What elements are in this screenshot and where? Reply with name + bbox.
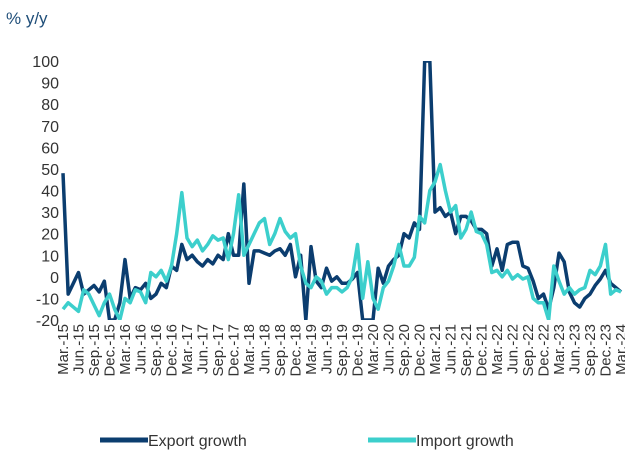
x-tick-label: Dec.-18 <box>288 324 305 377</box>
x-tick-label: Sep.-23 <box>582 324 599 377</box>
x-tick-label: Jun.-21 <box>443 324 460 374</box>
x-tick-label: Jun.-23 <box>567 324 584 374</box>
y-axis-label: % y/y <box>6 9 48 28</box>
y-tick-label: 60 <box>41 140 59 157</box>
series-line <box>61 61 623 320</box>
x-tick-label: Dec.-15 <box>102 324 119 377</box>
x-tick-label: Mar.-19 <box>303 324 320 375</box>
x-tick-label: Dec.-23 <box>598 324 615 377</box>
x-tick-label: Jun.-19 <box>319 324 336 374</box>
x-tick-label: Sep.-17 <box>210 324 227 377</box>
x-tick-label: Mar.-21 <box>427 324 444 375</box>
x-tick-label: Mar.-17 <box>179 324 196 375</box>
x-tick-label: Jun.-16 <box>133 324 150 374</box>
x-tick-label: Dec.-19 <box>350 324 367 377</box>
y-tick-label: 100 <box>32 54 59 71</box>
x-tick-label: Jun.-17 <box>195 324 212 374</box>
x-tick-label: Sep.-20 <box>396 324 413 377</box>
y-tick-label: 30 <box>41 205 59 222</box>
series-line <box>61 162 622 320</box>
y-tick-label: 40 <box>41 184 59 201</box>
x-tick-label: Sep.-21 <box>458 324 475 377</box>
x-tick-label: Jun.-22 <box>505 324 522 374</box>
y-tick-label: 90 <box>41 76 59 93</box>
x-tick-label: Mar.-23 <box>551 324 568 375</box>
x-tick-label: Sep.-19 <box>334 324 351 377</box>
y-tick-label: -20 <box>36 313 59 330</box>
x-tick-label: Sep.-16 <box>148 324 165 377</box>
y-tick-label: 0 <box>50 270 59 287</box>
x-tick-label: Sep.-15 <box>86 324 103 377</box>
x-tick-label: Dec.-22 <box>536 324 553 377</box>
x-tick-label: Mar.-16 <box>117 324 134 375</box>
x-tick-label: Mar.-15 <box>55 324 72 375</box>
x-tick-label: Sep.-18 <box>272 324 289 377</box>
x-tick-label: Dec.-21 <box>474 324 491 377</box>
legend-label: Import growth <box>416 433 514 450</box>
y-tick-label: 80 <box>41 97 59 114</box>
x-tick-label: Sep.-22 <box>520 324 537 377</box>
x-tick-label: Mar.-24 <box>613 324 625 375</box>
y-tick-label: 50 <box>41 162 59 179</box>
x-tick-label: Dec.-16 <box>164 324 181 377</box>
x-tick-label: Jun.-18 <box>257 324 274 374</box>
legend-label: Export growth <box>148 433 247 450</box>
y-tick-label: 70 <box>41 119 59 136</box>
x-tick-label: Jun.-20 <box>381 324 398 374</box>
y-tick-label: 20 <box>41 227 59 244</box>
x-tick-label: Dec.-17 <box>226 324 243 377</box>
x-tick-label: Mar.-18 <box>241 324 258 375</box>
y-tick-label: 10 <box>41 248 59 265</box>
x-tick-label: Mar.-22 <box>489 324 506 375</box>
x-tick-label: Dec.-20 <box>412 324 429 377</box>
x-tick-label: Jun.-15 <box>71 324 88 374</box>
x-tick-label: Mar.-20 <box>365 324 382 375</box>
y-tick-label: -10 <box>36 291 59 308</box>
